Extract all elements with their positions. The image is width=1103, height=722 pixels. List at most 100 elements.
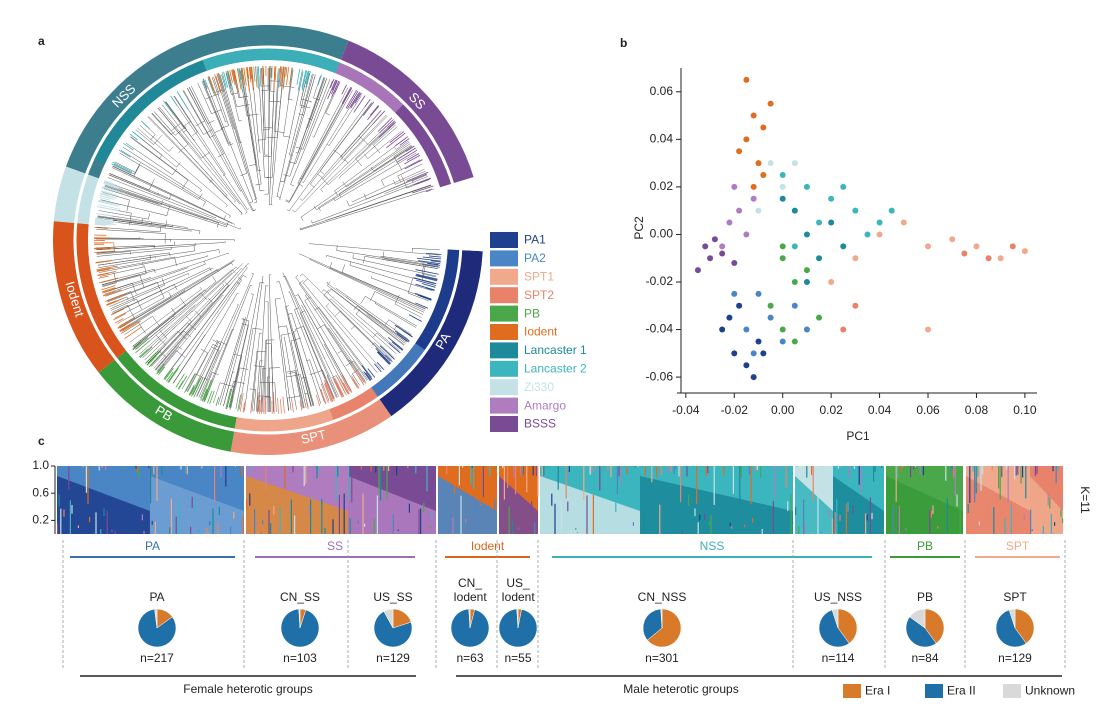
tree-branch	[200, 189, 202, 193]
tree-tip	[415, 302, 429, 309]
tree-tip	[351, 375, 360, 389]
tree-branch	[263, 68, 266, 140]
tree-branch	[305, 359, 310, 362]
scatter-point	[760, 350, 767, 357]
scatter-point	[791, 279, 798, 285]
tree-branch	[187, 344, 214, 393]
tree-tip	[386, 132, 406, 149]
tree-branch	[151, 112, 214, 180]
tree-branch	[99, 266, 144, 277]
y-tick-label: 1.0	[32, 458, 49, 472]
tree-branch	[319, 170, 324, 175]
scatter-point	[767, 302, 774, 309]
tree-branch	[102, 282, 117, 287]
tree-tip	[246, 67, 250, 89]
tree-branch	[96, 251, 131, 255]
ancestry-stripe	[610, 466, 612, 478]
tree-tip	[98, 275, 109, 279]
tree-tip	[242, 402, 245, 413]
ancestry-stripe	[659, 504, 661, 534]
tree-branch	[336, 250, 439, 267]
tree-branch	[155, 357, 167, 371]
ancestry-stripe	[513, 466, 515, 478]
scatter-point	[743, 231, 750, 238]
tree-branch	[105, 267, 189, 297]
tree-branch	[141, 218, 143, 224]
tree-tip	[351, 366, 365, 386]
ancestry-stripe	[250, 466, 252, 472]
tree-branch	[334, 190, 338, 196]
tree-branch	[352, 373, 360, 386]
tree-branch	[299, 253, 426, 310]
tree-branch	[328, 95, 362, 146]
tree-tip	[367, 105, 380, 120]
tree-branch	[363, 256, 365, 264]
tree-branch	[346, 200, 350, 207]
y-tick-label: -0.04	[646, 322, 674, 336]
ancestry-stripe	[58, 494, 60, 507]
tree-branch	[147, 322, 188, 364]
tree-tip	[255, 66, 258, 88]
ancestry-stripe	[92, 466, 94, 474]
tree-tip	[316, 394, 321, 407]
tree-tip	[103, 182, 115, 188]
tree-branch	[137, 127, 228, 206]
tree-branch	[228, 284, 230, 286]
tree-tip	[341, 86, 352, 104]
tree-branch	[181, 293, 238, 390]
ancestry-stripe	[153, 466, 155, 475]
ancestry-stripe	[811, 466, 813, 475]
tree-branch	[96, 245, 196, 254]
ancestry-stripe	[678, 466, 680, 477]
scatter-point	[750, 374, 757, 381]
scatter-point	[840, 243, 847, 250]
ancestry-stripe	[100, 528, 102, 534]
ancestry-stripe	[1006, 466, 1008, 470]
ancestry-block	[795, 476, 833, 534]
ancestry-stripe	[551, 493, 553, 506]
ancestry-stripe	[458, 466, 460, 486]
tree-branch	[165, 101, 195, 141]
tree-tip	[201, 388, 208, 402]
tree-tip	[170, 95, 178, 106]
tree-tip	[331, 80, 338, 95]
tree-branch	[254, 198, 257, 200]
tree-branch	[290, 340, 307, 408]
tree-branch	[286, 325, 305, 409]
tree-branch	[111, 304, 128, 313]
ancestry-stripe	[977, 466, 979, 477]
scatter-point	[731, 259, 738, 266]
tree-branch	[325, 112, 331, 116]
ancestry-stripe	[137, 466, 139, 473]
tree-tip	[99, 195, 112, 200]
tree-branch	[130, 136, 202, 191]
ancestry-stripe	[376, 495, 378, 534]
tree-tip	[229, 70, 233, 83]
tree-branch	[374, 342, 393, 360]
tree-branch	[107, 177, 241, 230]
ancestry-stripe	[583, 466, 585, 500]
tree-tip	[367, 368, 376, 378]
ancestry-stripe	[423, 502, 425, 513]
legend-swatch	[490, 305, 518, 322]
ancestry-stripe	[929, 509, 931, 534]
scatter-point	[876, 219, 883, 226]
tree-branch	[356, 305, 407, 343]
ancestry-stripe	[270, 523, 272, 534]
ancestry-stripe	[750, 466, 752, 504]
tree-branch	[397, 163, 423, 177]
tree-branch	[396, 140, 409, 150]
ancestry-stripe	[271, 466, 273, 476]
x-tick-label: 0.02	[819, 403, 843, 417]
tree-branch	[98, 256, 175, 272]
ancestry-stripe	[156, 466, 158, 501]
tree-branch	[156, 263, 249, 372]
tree-branch	[126, 199, 130, 212]
ancestry-stripe	[644, 466, 646, 476]
tree-tip	[94, 222, 117, 226]
tree-branch	[319, 102, 372, 172]
ancestry-stripe	[151, 520, 153, 525]
group-ring-label: SPT	[299, 427, 327, 447]
tree-tip	[421, 283, 436, 288]
ancestry-stripe	[1014, 466, 1016, 480]
